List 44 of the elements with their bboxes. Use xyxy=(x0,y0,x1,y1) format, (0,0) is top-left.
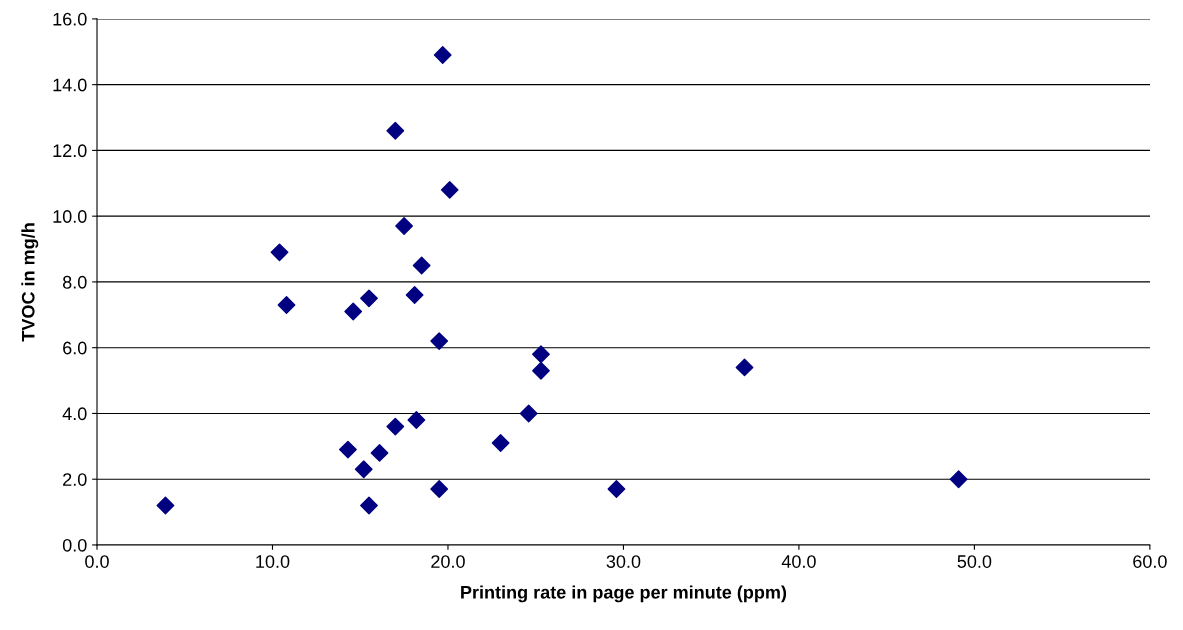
x-tick-label: 20.0 xyxy=(431,555,465,568)
y-tick-label: 12.0 xyxy=(53,144,87,158)
y-tick-label: 6.0 xyxy=(63,341,87,355)
x-tick-label: 10.0 xyxy=(256,555,290,568)
point xyxy=(407,411,426,429)
point xyxy=(433,46,452,64)
point xyxy=(412,256,431,275)
x-tick-label: 40.0 xyxy=(781,555,816,568)
y-tick-label: 14.0 xyxy=(53,78,87,92)
point xyxy=(949,470,968,489)
point xyxy=(532,361,550,380)
y-tick-label: 2.0 xyxy=(63,473,87,486)
point xyxy=(430,480,449,498)
x-tick-label: 60.0 xyxy=(1133,555,1167,568)
point xyxy=(532,345,550,364)
point xyxy=(156,496,175,515)
point xyxy=(395,217,414,235)
x-tick-label: 0.0 xyxy=(85,555,109,568)
x-axis-title: Printing rate in page per minute (ppm) xyxy=(461,585,787,603)
x-tick-label: 50.0 xyxy=(957,555,992,568)
y-tick-label: 10.0 xyxy=(53,210,87,223)
point xyxy=(519,404,538,423)
x-tick-label: 30.0 xyxy=(606,555,641,568)
point xyxy=(270,243,289,262)
point xyxy=(360,289,378,308)
y-tick-label: 4.0 xyxy=(62,407,87,421)
y-axis-title: TVOC in mg/h xyxy=(21,223,39,342)
point xyxy=(430,332,449,351)
point xyxy=(386,417,405,436)
point xyxy=(607,480,626,498)
y-tick-label: 16.0 xyxy=(53,12,87,26)
point xyxy=(354,460,373,479)
point xyxy=(440,180,459,199)
point xyxy=(339,440,357,459)
point xyxy=(405,286,424,304)
point xyxy=(735,358,754,377)
point xyxy=(491,434,510,452)
point xyxy=(277,296,296,314)
y-tick-label: 8.0 xyxy=(62,275,87,289)
point xyxy=(360,496,378,515)
point xyxy=(386,121,405,140)
point xyxy=(370,443,389,462)
point xyxy=(344,302,363,321)
y-tick-label: 0.0 xyxy=(62,538,87,552)
